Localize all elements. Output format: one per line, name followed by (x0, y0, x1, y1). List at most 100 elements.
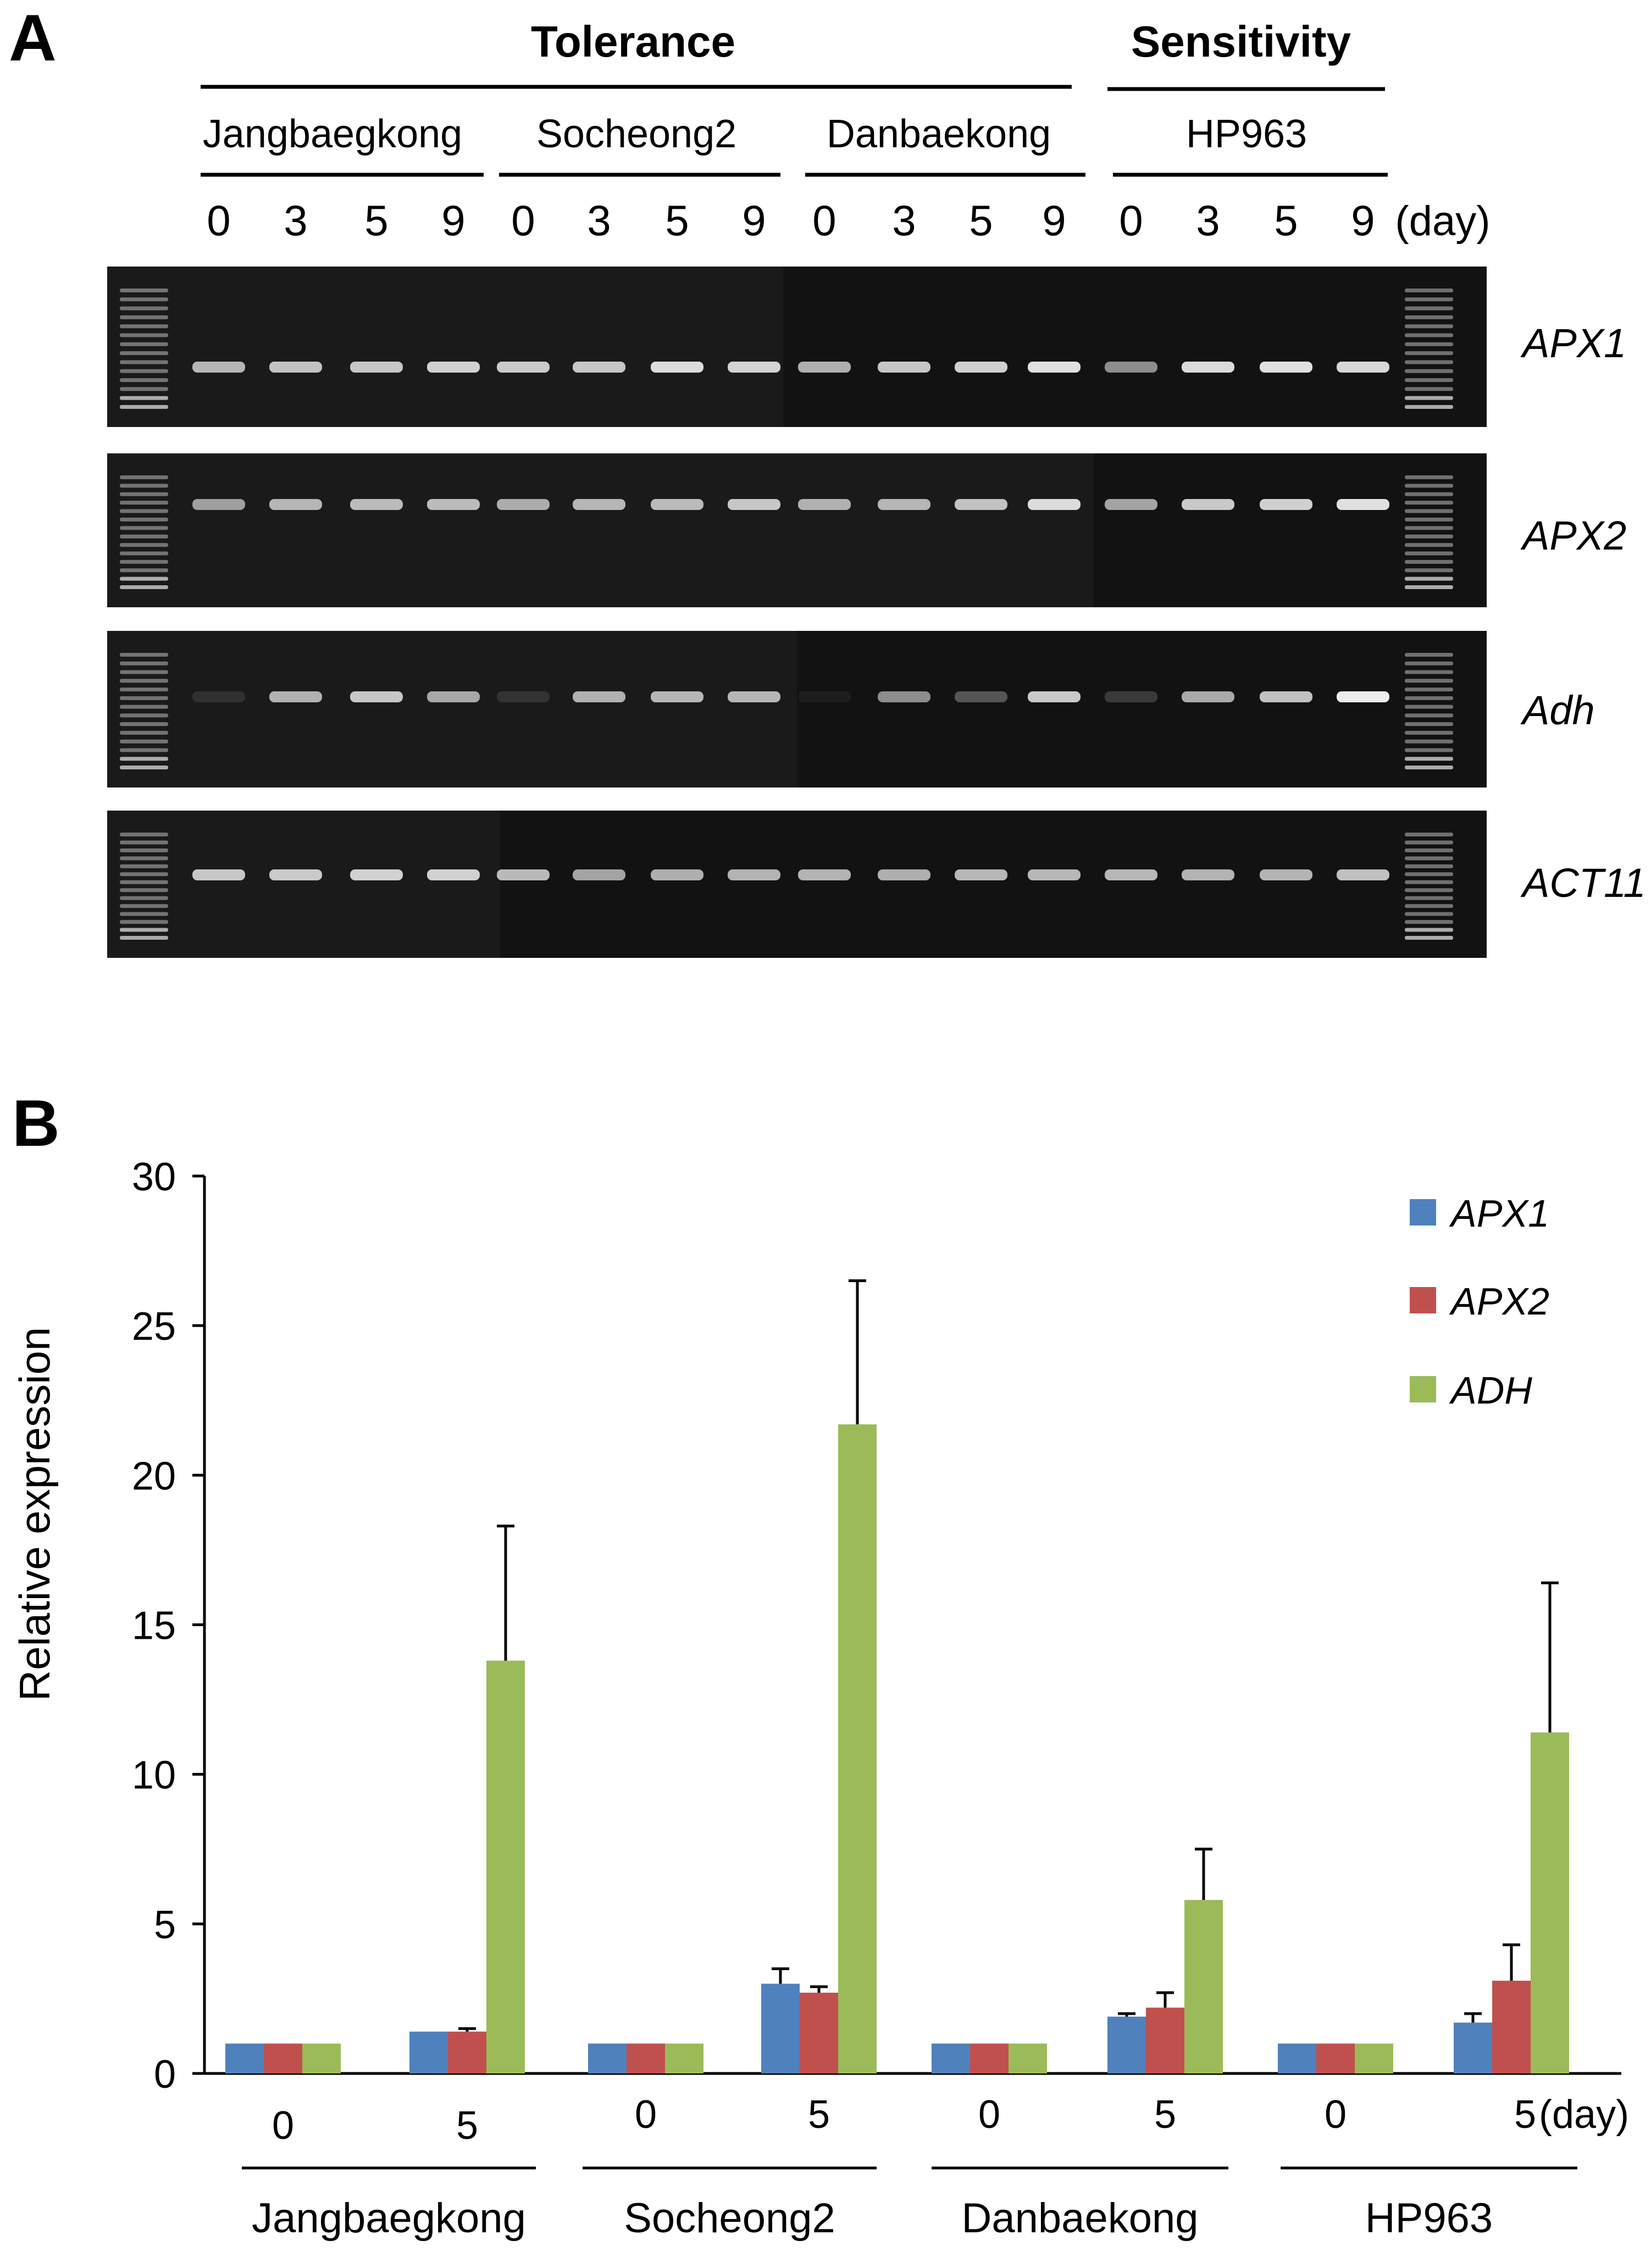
band-apx2-lane-13 (1105, 499, 1157, 510)
ladder-band (120, 526, 168, 530)
legend-label-adh: ADH (1449, 1369, 1532, 1412)
ladder-band (1405, 848, 1453, 852)
ladder-band (120, 543, 168, 547)
ladder-band (1405, 342, 1453, 346)
ladder-band (1405, 730, 1453, 735)
tolerance-label: Tolerance (531, 17, 735, 66)
x-axis-labels: 0 5 0 5 0 5 0 5 (day) (272, 2093, 1629, 2148)
panel-a: A Tolerance Sensitivity Jangbaegkong Soch… (9, 1, 1646, 958)
bar-adh (1184, 1900, 1223, 2073)
band-act11-lane-4 (427, 869, 480, 880)
band-apx1-lane-12 (1028, 362, 1081, 373)
ladder-band (1405, 722, 1453, 727)
bar-adh (302, 2043, 341, 2073)
dna-ladder (1405, 475, 1453, 589)
ladder-band (1405, 475, 1453, 479)
bar-adh (486, 1660, 525, 2073)
legend-label-apx2: APX2 (1449, 1280, 1549, 1323)
band-act11-lane-12 (1028, 869, 1081, 880)
ladder-band (1405, 526, 1453, 530)
ladder-band (120, 833, 168, 836)
band-adh-lane-3 (350, 691, 403, 702)
ladder-band (1405, 360, 1453, 364)
dna-ladder (1405, 833, 1453, 940)
x-tick-label: 0 (1325, 2093, 1347, 2137)
dna-ladder (1405, 289, 1453, 409)
ladder-band (120, 722, 168, 727)
bar-apx1 (1278, 2043, 1316, 2073)
ladder-band (120, 517, 168, 522)
ladder-band (1405, 324, 1453, 329)
ladder-band (1405, 568, 1453, 573)
gene-label-act11: ACT11 (1520, 860, 1646, 906)
ladder-band (1405, 484, 1453, 488)
cultivar-header-hp963: HP963 (1186, 112, 1307, 156)
panel-b-label: B (12, 1086, 60, 1160)
band-apx1-lane-10 (878, 362, 930, 373)
band-apx2-lane-6 (573, 499, 625, 510)
legend: APX1 APX2 ADH (1410, 1192, 1549, 1412)
ladder-band (120, 848, 168, 852)
ladder-band (1405, 509, 1453, 513)
bar-apx1 (225, 2043, 264, 2073)
ladder-band (1405, 739, 1453, 744)
band-apx2-lane-9 (798, 499, 851, 510)
y-tick-label: 5 (154, 1903, 176, 1947)
band-adh-lane-12 (1028, 691, 1081, 702)
y-tick-label: 30 (132, 1155, 176, 1199)
ladder-band (1405, 369, 1453, 373)
band-apx1-lane-3 (350, 362, 403, 373)
gene-label-apx1: APX1 (1520, 320, 1626, 366)
ladder-band (120, 705, 168, 709)
ladder-band (1405, 576, 1453, 581)
group-label-jangbaegkong: Jangbaegkong (252, 2195, 526, 2242)
ladder-band (1405, 888, 1453, 892)
ladder-band (1405, 315, 1453, 319)
ladder-band (120, 928, 168, 932)
ladder-band (120, 661, 168, 666)
ladder-band (1405, 936, 1453, 940)
band-act11-lane-2 (269, 869, 322, 880)
ladder-band (1405, 661, 1453, 666)
ladder-band (1405, 748, 1453, 752)
ladder-band (120, 653, 168, 657)
group-labels: Jangbaegkong Socheong2 Danbaekong HP963 (242, 2166, 1577, 2242)
ladder-band (1405, 670, 1453, 674)
band-apx1-lane-16 (1337, 362, 1389, 373)
band-apx2-lane-16 (1337, 499, 1389, 510)
ladder-band (120, 315, 168, 319)
gel-images (107, 267, 1487, 958)
band-adh-lane-1 (192, 691, 245, 702)
band-apx1-lane-9 (798, 362, 851, 373)
ladder-band (120, 289, 168, 292)
day-label: 9 (1042, 196, 1066, 245)
y-tick-label: 0 (154, 2053, 176, 2097)
dna-ladder (120, 653, 168, 769)
band-adh-lane-7 (651, 691, 703, 702)
x-tick-label: 5 (1154, 2093, 1176, 2137)
band-adh-lane-15 (1260, 691, 1312, 702)
cultivar-header-socheong2: Socheong2 (536, 112, 736, 156)
band-adh-lane-10 (878, 691, 930, 702)
gene-label-apx2: APX2 (1520, 513, 1626, 558)
band-adh-lane-9 (798, 691, 851, 702)
ladder-band (120, 585, 168, 589)
y-tick-label: 25 (132, 1305, 176, 1349)
ladder-band (1405, 896, 1453, 900)
band-act11-lane-8 (728, 869, 780, 880)
ladder-band (120, 492, 168, 496)
gel-act11 (107, 811, 1487, 958)
ladder-band (1405, 920, 1453, 924)
band-adh-lane-14 (1182, 691, 1234, 702)
ladder-band (120, 559, 168, 564)
ladder-band (120, 306, 168, 310)
ladder-band (1405, 687, 1453, 692)
sensitivity-label: Sensitivity (1131, 17, 1351, 66)
band-apx2-lane-10 (878, 499, 930, 510)
ladder-band (1405, 396, 1453, 400)
ladder-band (120, 904, 168, 908)
band-adh-lane-13 (1105, 691, 1157, 702)
bar-apx1 (761, 1983, 800, 2073)
band-apx1-lane-6 (573, 362, 625, 373)
